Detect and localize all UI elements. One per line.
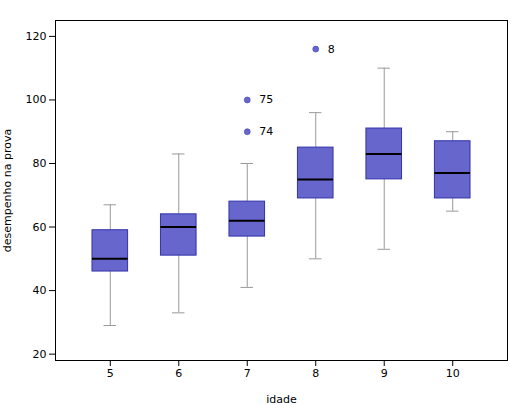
svg-text:74: 74 [259,125,273,138]
svg-text:5: 5 [107,367,114,380]
svg-text:8: 8 [312,367,319,380]
svg-text:desempenho na prova: desempenho na prova [1,129,14,252]
svg-text:20: 20 [33,348,47,361]
svg-text:7: 7 [244,367,251,380]
svg-text:120: 120 [26,30,47,43]
svg-text:75: 75 [259,93,273,106]
svg-text:100: 100 [26,93,47,106]
svg-text:8: 8 [328,43,335,56]
svg-text:6: 6 [175,367,182,380]
svg-text:10: 10 [446,367,460,380]
svg-text:idade: idade [266,393,297,405]
svg-text:80: 80 [33,157,47,170]
svg-text:9: 9 [381,367,388,380]
svg-text:60: 60 [33,221,47,234]
svg-text:40: 40 [33,284,47,297]
